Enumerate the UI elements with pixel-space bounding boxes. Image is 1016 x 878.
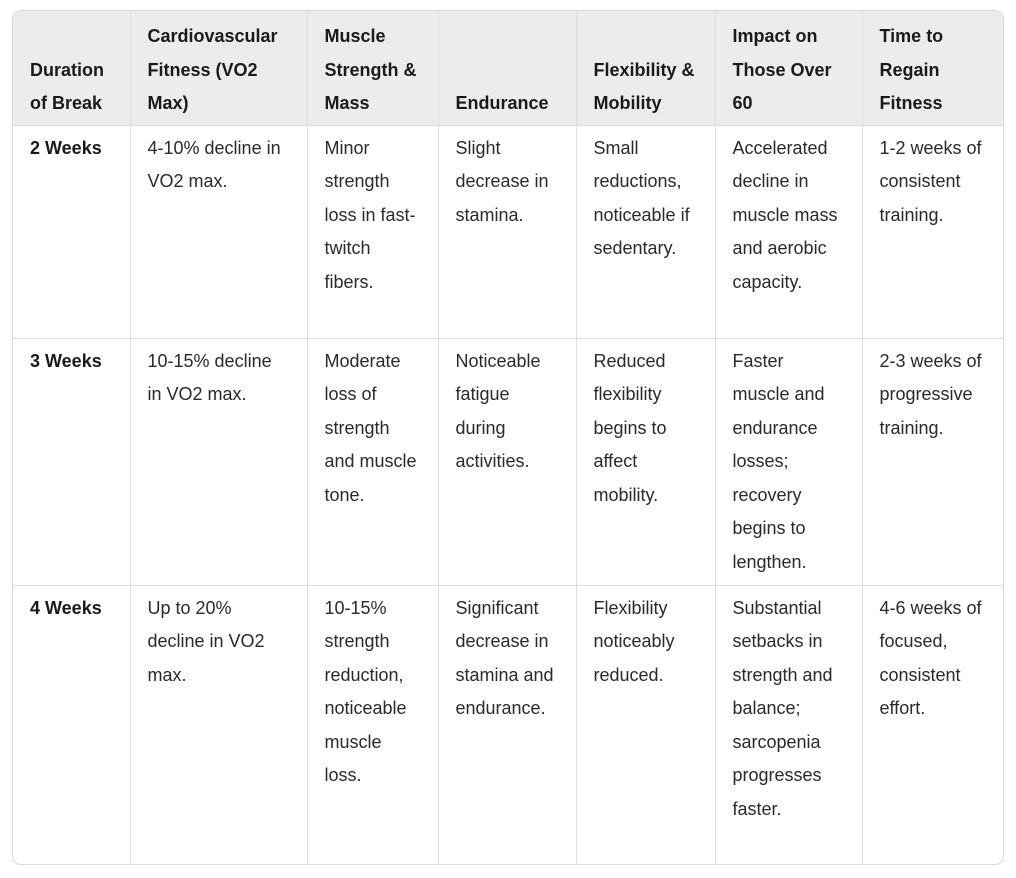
table-row: 4 Weeks Up to 20% decline in VO2 max. 10… bbox=[13, 585, 1003, 864]
cell-cardio: 4-10% decline in VO2 max. bbox=[130, 125, 308, 339]
header-cardiovascular: Cardiovascular Fitness (VO2 Max) bbox=[130, 11, 308, 126]
cell-flexibility: Reduced flexibility begins to affect mob… bbox=[576, 338, 716, 586]
cell-flexibility: Small reductions, noticeable if sedentar… bbox=[576, 125, 716, 339]
cell-regain: 1-2 weeks of consistent training. bbox=[862, 125, 1003, 339]
cell-regain: 4-6 weeks of focused, consistent effort. bbox=[879, 597, 982, 719]
cell-cardio: 10-15% decline in VO2 max. bbox=[130, 338, 308, 586]
cell-duration: 4 Weeks bbox=[13, 585, 131, 864]
table-row: 3 Weeks 10-15% decline in VO2 max. Moder… bbox=[13, 338, 1003, 586]
cell-over-60: Accelerated decline in muscle mass and a… bbox=[715, 125, 863, 339]
header-muscle-strength: Muscle Strength & Mass bbox=[307, 11, 439, 126]
header-impact-over-60: Impact on Those Over 60 bbox=[715, 11, 863, 126]
cell-flexibility: Flexibility noticeably reduced. bbox=[576, 585, 716, 864]
cell-endurance: Significant decrease in stamina and endu… bbox=[438, 585, 577, 864]
table-header: Duration of Break Cardiovascular Fitness… bbox=[13, 11, 1003, 126]
header-row: Duration of Break Cardiovascular Fitness… bbox=[13, 11, 1003, 126]
table-body: 2 Weeks 4-10% decline in VO2 max. Minor … bbox=[13, 125, 1003, 864]
cell-over-60: Substantial setbacks in strength and bal… bbox=[715, 585, 863, 864]
header-flexibility: Flexibility & Mobility bbox=[576, 11, 716, 126]
fitness-loss-table: Duration of Break Cardiovascular Fitness… bbox=[13, 11, 1003, 864]
cell-strength: Minor strength loss in fast-twitch fiber… bbox=[307, 125, 439, 339]
cell-strength: Moderate loss of strength and muscle ton… bbox=[307, 338, 439, 586]
table-row: 2 Weeks 4-10% decline in VO2 max. Minor … bbox=[13, 125, 1003, 339]
cell-duration: 3 Weeks bbox=[13, 338, 131, 586]
header-endurance: Endurance bbox=[438, 11, 577, 126]
cell-over-60: Faster muscle and endurance losses; reco… bbox=[715, 338, 863, 586]
cell-endurance: Noticeable fatigue during activities. bbox=[438, 338, 577, 586]
fitness-table-container: Duration of Break Cardiovascular Fitness… bbox=[12, 10, 1004, 865]
header-time-to-regain: Time to Regain Fitness bbox=[862, 11, 1003, 126]
cell-strength: 10-15% strength reduction, noticeable mu… bbox=[307, 585, 439, 864]
cell-duration: 2 Weeks bbox=[13, 125, 131, 339]
cell-cardio: Up to 20% decline in VO2 max. bbox=[130, 585, 308, 864]
cell-endurance: Slight decrease in stamina. bbox=[438, 125, 577, 339]
cell-regain: 2-3 weeks of progressive training. bbox=[862, 338, 1003, 586]
header-duration: Duration of Break bbox=[13, 11, 131, 126]
